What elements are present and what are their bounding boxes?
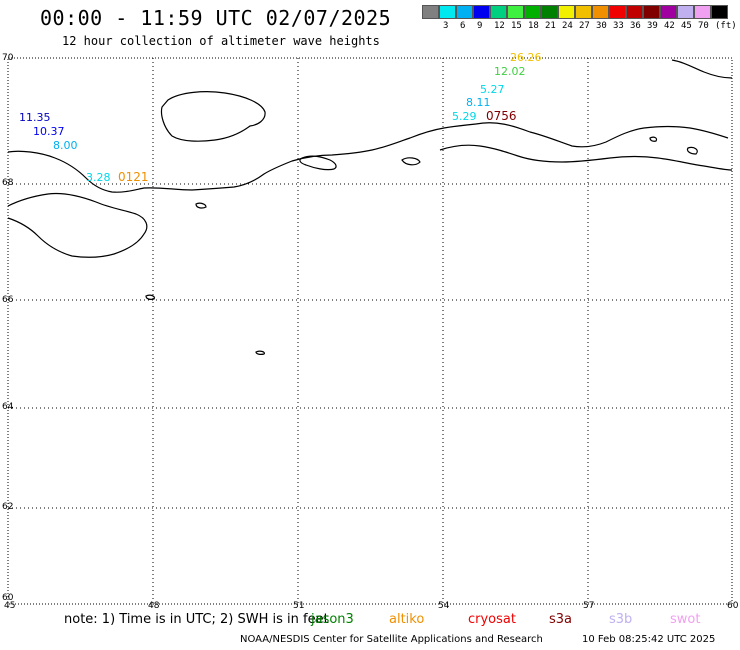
islet-3 [255, 350, 265, 355]
units-note: note: 1) Time is in UTC; 2) SWH is in fe… [64, 612, 329, 627]
lat-label-68: 68 [2, 178, 14, 188]
islet-2 [145, 294, 155, 300]
coastline [7, 59, 733, 355]
color-legend: (ft) 3 6 9 12 15 18 21 24 27 30 33 36 39 42 45 70 [422, 5, 737, 33]
islet-4 [401, 157, 421, 166]
legend-swatch [575, 5, 592, 19]
legend-swatch [541, 5, 558, 19]
lon-label-57: 57 [583, 601, 595, 611]
lat-label-64: 64 [2, 402, 14, 412]
islet-1 [195, 202, 207, 209]
graticule [8, 58, 732, 604]
lon-label-60: 60 [727, 601, 739, 611]
satellite-label-s3b: s3b [609, 612, 633, 627]
lon-label-48: 48 [148, 601, 160, 611]
legend-swatch-label: 18 [528, 21, 539, 31]
kolguyev-island [160, 91, 266, 142]
satellite-label-jason3: jason3 [311, 612, 354, 627]
lat-label-70: 70 [2, 53, 14, 63]
islet-6 [686, 146, 698, 155]
kanin-peninsula [7, 192, 148, 258]
legend-unit: (ft) [715, 21, 737, 31]
legend-swatch-label: 3 [443, 21, 449, 31]
legend-swatch [660, 5, 677, 19]
wave-height-obs: 11.35 [19, 111, 51, 124]
wave-height-obs: 5.29 [452, 110, 477, 123]
wave-height-obs: 3.28 [86, 171, 111, 184]
legend-swatch [507, 5, 524, 19]
vaygach-coast [475, 122, 729, 148]
legend-swatch [626, 5, 643, 19]
legend-swatch-label: 21 [545, 21, 556, 31]
legend-swatch-label: 12 [494, 21, 505, 31]
legend-swatch-label: 9 [477, 21, 483, 31]
legend-swatch-label: 24 [562, 21, 573, 31]
generation-timestamp: 10 Feb 08:25:42 UTC 2025 [582, 634, 716, 645]
legend-swatch-label: 30 [596, 21, 607, 31]
satellite-label-altiko: altiko [389, 612, 425, 627]
legend-swatch [524, 5, 541, 19]
mainland-coast [7, 123, 477, 193]
legend-swatch [558, 5, 575, 19]
legend-bar [422, 5, 728, 19]
yamal-tip [671, 59, 733, 79]
wave-height-obs: 5.27 [480, 83, 505, 96]
legend-swatch [677, 5, 694, 19]
legend-swatch-label: 15 [511, 21, 522, 31]
wave-height-obs: 8.00 [53, 139, 78, 152]
map-subtitle: 12 hour collection of altimeter wave hei… [62, 34, 380, 48]
pass-time-label: 0121 [118, 170, 149, 184]
legend-swatch [490, 5, 507, 19]
legend-swatch [694, 5, 711, 19]
legend-swatch-label: 39 [647, 21, 658, 31]
legend-swatch-label: 33 [613, 21, 624, 31]
legend-swatch [456, 5, 473, 19]
lon-label-45: 45 [4, 601, 16, 611]
lat-label-66: 66 [2, 295, 14, 305]
lat-label-60: 60 [2, 593, 14, 603]
wave-height-obs: 8.11 [466, 96, 491, 109]
satellite-label-cryosat: cryosat [468, 612, 516, 627]
legend-swatch [473, 5, 490, 19]
legend-swatch [609, 5, 626, 19]
legend-swatch [422, 5, 439, 19]
pass-time-label: 0756 [486, 109, 517, 123]
legend-swatch [643, 5, 660, 19]
lat-label-62: 62 [2, 502, 14, 512]
wave-height-obs: 10.37 [33, 125, 65, 138]
legend-swatch-label: 6 [460, 21, 466, 31]
map-frame [7, 57, 733, 605]
legend-labels: (ft) 3 6 9 12 15 18 21 24 27 30 33 36 39 42 45 70 [422, 19, 737, 33]
legend-swatch [439, 5, 456, 19]
legend-swatch-label: 27 [579, 21, 590, 31]
legend-swatch-label: 70 [698, 21, 709, 31]
satellite-label-s3a: s3a [549, 612, 573, 627]
wave-height-obs: 12.02 [494, 65, 526, 78]
credit-line: NOAA/NESDIS Center for Satellite Applica… [240, 634, 543, 645]
lon-label-51: 51 [293, 601, 305, 611]
legend-swatch-label: 42 [664, 21, 675, 31]
satellite-label-swot: swot [670, 612, 701, 627]
lon-label-54: 54 [438, 601, 450, 611]
legend-swatch [592, 5, 609, 19]
map-title: 00:00 - 11:59 UTC 02/07/2025 [40, 6, 392, 30]
wave-height-obs: 26.26 [510, 51, 542, 64]
islet-5 [649, 136, 658, 142]
legend-swatch-label: 36 [630, 21, 641, 31]
legend-swatch [711, 5, 728, 19]
wave-height-map [7, 57, 733, 605]
legend-swatch-label: 45 [681, 21, 692, 31]
pechora-bay [299, 155, 337, 171]
yugorsky-coast [439, 144, 733, 171]
